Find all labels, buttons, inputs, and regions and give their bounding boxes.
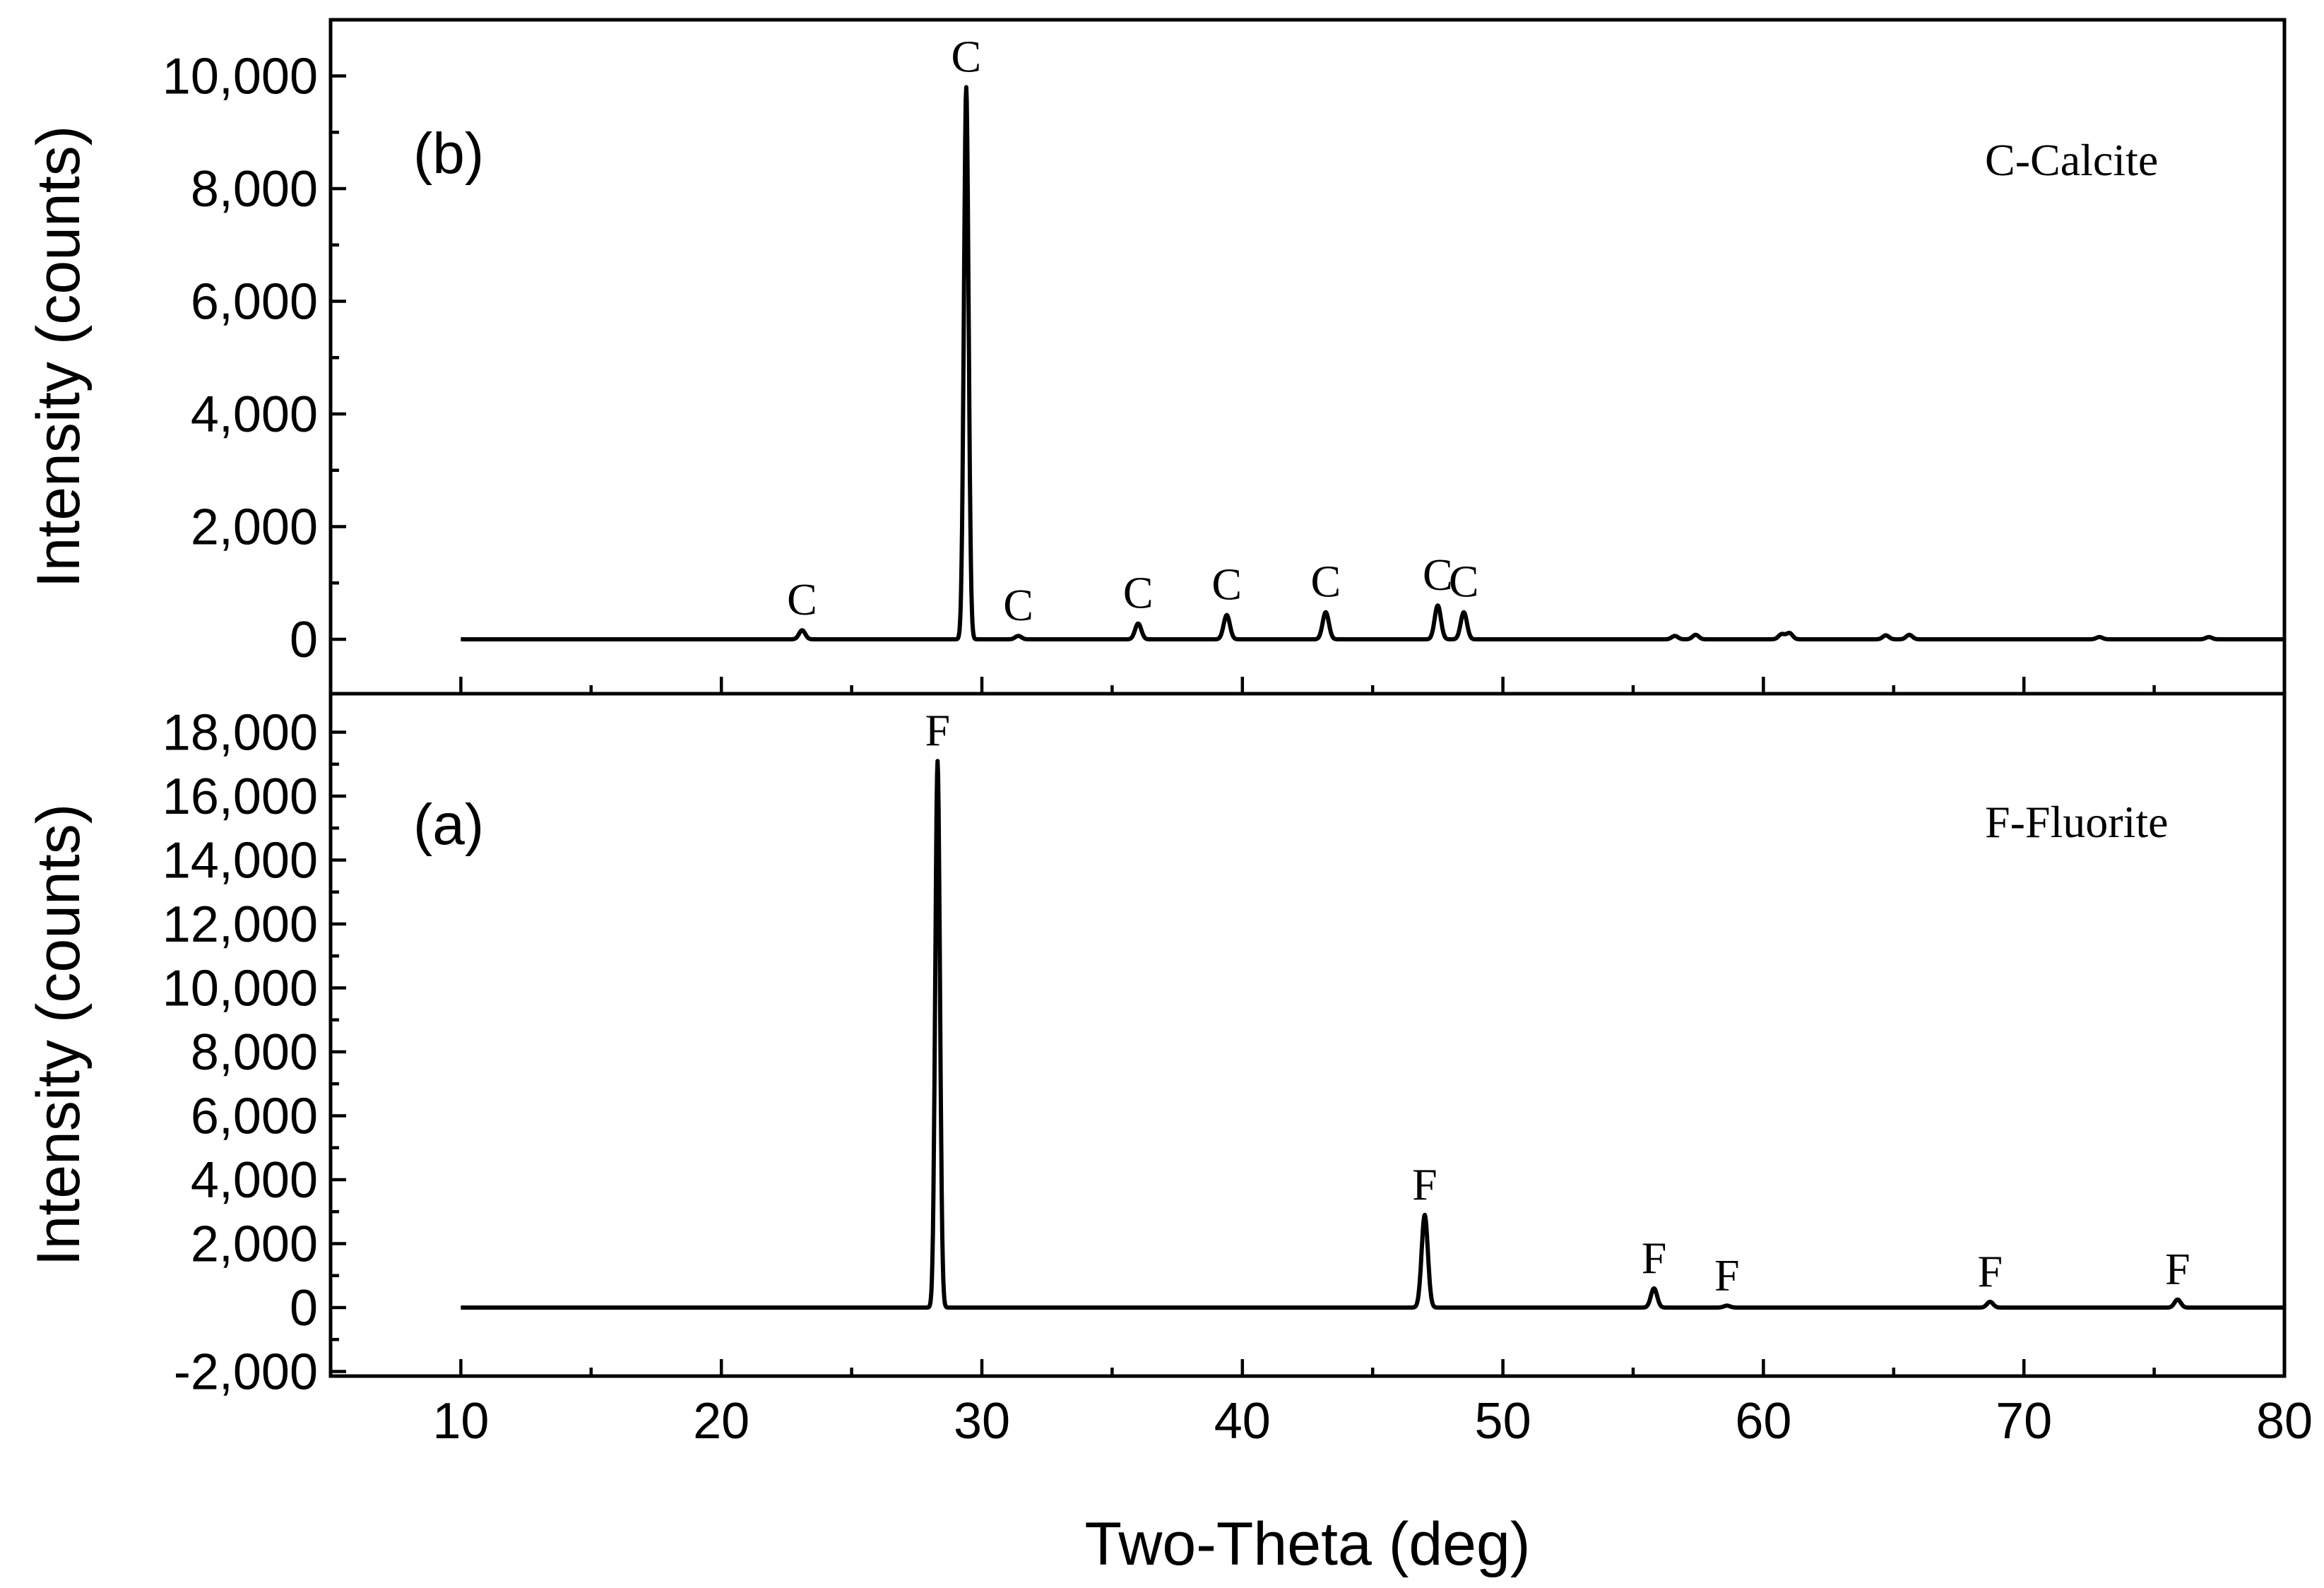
peak-label-b-4: C <box>1211 559 1242 610</box>
y-tick-label-a-10: 18,000 <box>162 705 318 762</box>
y-tick-label-b-1: 2,000 <box>191 499 318 556</box>
y-tick-label-a-1: 0 <box>290 1280 318 1337</box>
peak-label-a-5: F <box>2165 1244 2190 1294</box>
fluorite-pattern-line <box>459 759 2287 1310</box>
y-tick-label-a-4: 6,000 <box>191 1089 318 1145</box>
y-axis-title-top: Intensity (counts) <box>25 126 93 588</box>
panel-label-b: (b) <box>413 122 484 186</box>
peak-label-a-2: F <box>1642 1233 1667 1283</box>
peak-label-b-1: C <box>951 31 982 81</box>
peak-label-b-6: C <box>1423 550 1453 600</box>
y-tick-label-b-2: 4,000 <box>191 386 318 443</box>
x-tick-label-4: 50 <box>1475 1393 1531 1450</box>
x-tick-label-5: 60 <box>1735 1393 1791 1450</box>
y-tick-label-a-9: 16,000 <box>162 769 318 825</box>
x-tick-label-3: 40 <box>1214 1393 1271 1450</box>
peak-label-b-7: C <box>1449 557 1479 607</box>
peak-label-b-2: C <box>1003 580 1033 630</box>
y-tick-label-a-3: 4,000 <box>191 1152 318 1209</box>
peak-label-a-3: F <box>1714 1250 1740 1300</box>
y-tick-label-a-7: 12,000 <box>162 896 318 953</box>
legend-calcite: C-Calcite <box>1985 135 2158 185</box>
peak-label-b-0: C <box>787 574 817 624</box>
y-tick-label-a-8: 14,000 <box>162 833 318 889</box>
x-tick-label-6: 70 <box>1996 1393 2052 1450</box>
y-tick-label-b-4: 8,000 <box>191 161 318 218</box>
panel-a-fluorite: FFF F F F -2,00002,0004,0006,0008,00010,000… <box>25 705 2313 1579</box>
x-tick-label-2: 30 <box>954 1393 1010 1450</box>
x-tick-label-7: 80 <box>2256 1393 2313 1450</box>
y-tick-label-b-3: 6,000 <box>191 274 318 331</box>
y-tick-label-a-2: 2,000 <box>191 1216 318 1273</box>
calcite-pattern-line <box>459 85 2287 641</box>
y-tick-label-b-5: 10,000 <box>162 49 318 105</box>
legend-fluorite: F-Fluorite <box>1985 797 2169 847</box>
y-tick-label-a-6: 10,000 <box>162 961 318 1017</box>
x-tick-label-1: 20 <box>693 1393 749 1450</box>
panel-label-a: (a) <box>413 793 484 857</box>
peak-label-b-5: C <box>1310 557 1341 607</box>
y-tick-label-b-0: 0 <box>290 612 318 668</box>
peak-label-a-4: F <box>1977 1246 2003 1296</box>
y-axis-title-bottom: Intensity (counts) <box>25 804 93 1267</box>
peak-label-b-3: C <box>1123 568 1154 618</box>
y-tick-label-a-5: 8,000 <box>191 1024 318 1081</box>
peak-label-a-1: F <box>1412 1159 1437 1209</box>
plot-frame <box>328 18 2287 1378</box>
peak-label-a-0: F <box>925 705 951 755</box>
y-tick-label-a-0: -2,000 <box>174 1344 318 1401</box>
x-axis-title: Two-Theta (deg) <box>1085 1510 1531 1578</box>
x-tick-label-0: 10 <box>432 1393 489 1450</box>
